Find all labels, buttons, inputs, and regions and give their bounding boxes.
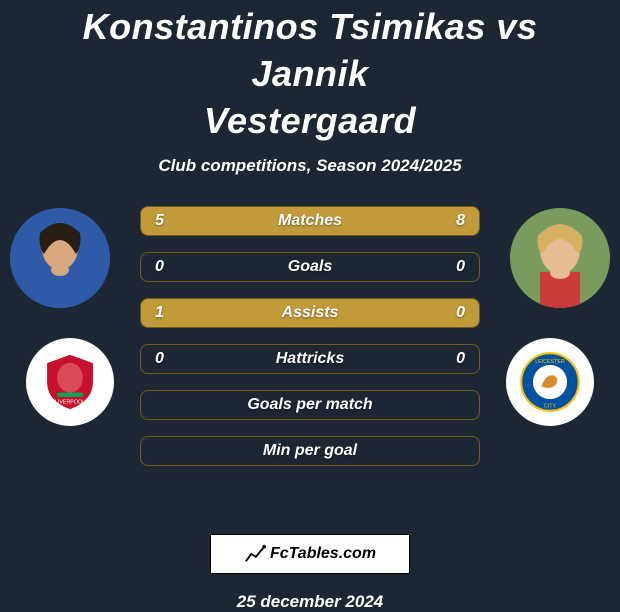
stat-row-goals: 0 Goals 0 xyxy=(140,252,480,282)
stat-row-assists: 1 Assists 0 xyxy=(140,298,480,328)
stat-value-right: 0 xyxy=(456,258,465,276)
subtitle: Club competitions, Season 2024/2025 xyxy=(0,156,620,176)
svg-text:LIVERPOOL: LIVERPOOL xyxy=(55,400,85,406)
stat-row-goals-per-match: Goals per match xyxy=(140,390,480,420)
stat-value-right: 0 xyxy=(456,304,465,322)
comparison-title: Konstantinos Tsimikas vs Jannik Vesterga… xyxy=(0,0,620,144)
title-line2: Vestergaard xyxy=(204,100,416,141)
date-label: 25 december 2024 xyxy=(0,592,620,612)
svg-text:CITY: CITY xyxy=(544,404,557,410)
stat-label: Hattricks xyxy=(141,350,479,368)
title-line1: Konstantinos Tsimikas vs Jannik xyxy=(83,6,538,94)
stat-row-min-per-goal: Min per goal xyxy=(140,436,480,466)
comparison-body: LIVERPOOL LEICESTER CITY 5 Matches 8 0 G… xyxy=(0,206,620,516)
stat-label: Min per goal xyxy=(141,442,479,460)
club-badge-right: LEICESTER CITY xyxy=(506,338,594,426)
fctables-logo-icon xyxy=(244,543,266,565)
stat-row-hattricks: 0 Hattricks 0 xyxy=(140,344,480,374)
brand-text: FcTables.com xyxy=(270,545,376,563)
stat-value-right: 0 xyxy=(456,350,465,368)
player-avatar-right xyxy=(510,208,610,308)
stat-label: Assists xyxy=(141,304,479,322)
stat-label: Matches xyxy=(141,212,479,230)
svg-text:LEICESTER: LEICESTER xyxy=(535,359,565,365)
brand-badge[interactable]: FcTables.com xyxy=(210,534,410,574)
stat-label: Goals per match xyxy=(141,396,479,414)
club-badge-left: LIVERPOOL xyxy=(26,338,114,426)
stat-row-matches: 5 Matches 8 xyxy=(140,206,480,236)
player-avatar-left xyxy=(10,208,110,308)
stat-value-right: 8 xyxy=(456,212,465,230)
stat-label: Goals xyxy=(141,258,479,276)
stats-column: 5 Matches 8 0 Goals 0 1 Assists 0 0 Hatt… xyxy=(140,206,480,482)
